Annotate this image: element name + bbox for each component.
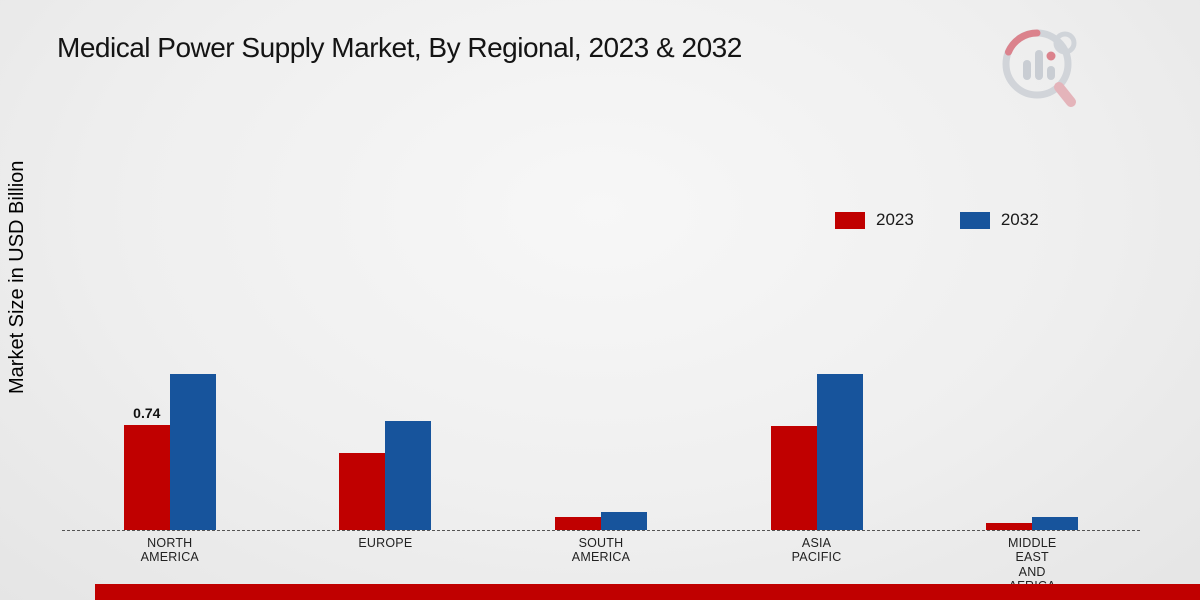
bar-2032-north-america xyxy=(169,374,216,530)
legend-label: 2032 xyxy=(1000,210,1039,229)
bar-2032-middle-east-and-africa xyxy=(1032,517,1079,530)
legend-swatch-2032 xyxy=(959,211,990,229)
category-label: EUROPE xyxy=(358,536,413,550)
bar-pair xyxy=(770,374,863,530)
bar-value-label: 0.74 xyxy=(133,405,161,421)
bar-2032-south-america xyxy=(600,512,647,530)
bar-2023-south-america xyxy=(554,517,601,530)
chart-title: Medical Power Supply Market, By Regional… xyxy=(57,32,742,63)
category-label: ASIA PACIFIC xyxy=(791,536,842,565)
bar-group-south-america: SOUTH AMERICA xyxy=(493,120,709,564)
legend-label: 2023 xyxy=(876,210,914,229)
category-label: MIDDLEEASTANDAFRICA xyxy=(1007,536,1057,593)
category-label: NORTH AMERICA xyxy=(140,536,199,565)
bar-pair xyxy=(554,512,647,530)
market-research-magnifier-logo xyxy=(995,26,1087,117)
bar-2023-middle-east-and-africa xyxy=(986,523,1033,530)
bar-2023-north-america: 0.74 xyxy=(123,405,170,530)
bar-2023-europe xyxy=(339,453,386,530)
legend-swatch-2023 xyxy=(835,211,865,229)
legend-item-2032: 2032 xyxy=(959,210,1039,230)
footer-strip xyxy=(95,584,1200,600)
bar-group-middle-east-and-africa: MIDDLEEASTANDAFRICA xyxy=(924,120,1140,593)
legend-item-2023: 2023 xyxy=(835,210,914,230)
bar-group-europe: EUROPE xyxy=(278,120,494,550)
plot-area: 0.74 NORTH AMERICA EUROPE SOUTH AMERICA ASIA PA… xyxy=(62,120,1140,593)
bar-pair: 0.74 xyxy=(123,374,216,530)
bar-2032-asia-pacific xyxy=(816,374,863,530)
bar-pair xyxy=(986,517,1079,530)
bar-group-north-america: 0.74 NORTH AMERICA xyxy=(62,120,278,564)
bar-2032-europe xyxy=(385,421,432,530)
bar-2023-asia-pacific xyxy=(770,426,817,530)
bar-group-asia-pacific: ASIA PACIFIC xyxy=(709,120,925,564)
category-label: SOUTH AMERICA xyxy=(571,536,631,565)
y-axis-label: Market Size in USD Billion xyxy=(6,160,28,394)
bar-pair xyxy=(339,421,432,530)
legend: 2023 2032 xyxy=(835,210,1039,230)
